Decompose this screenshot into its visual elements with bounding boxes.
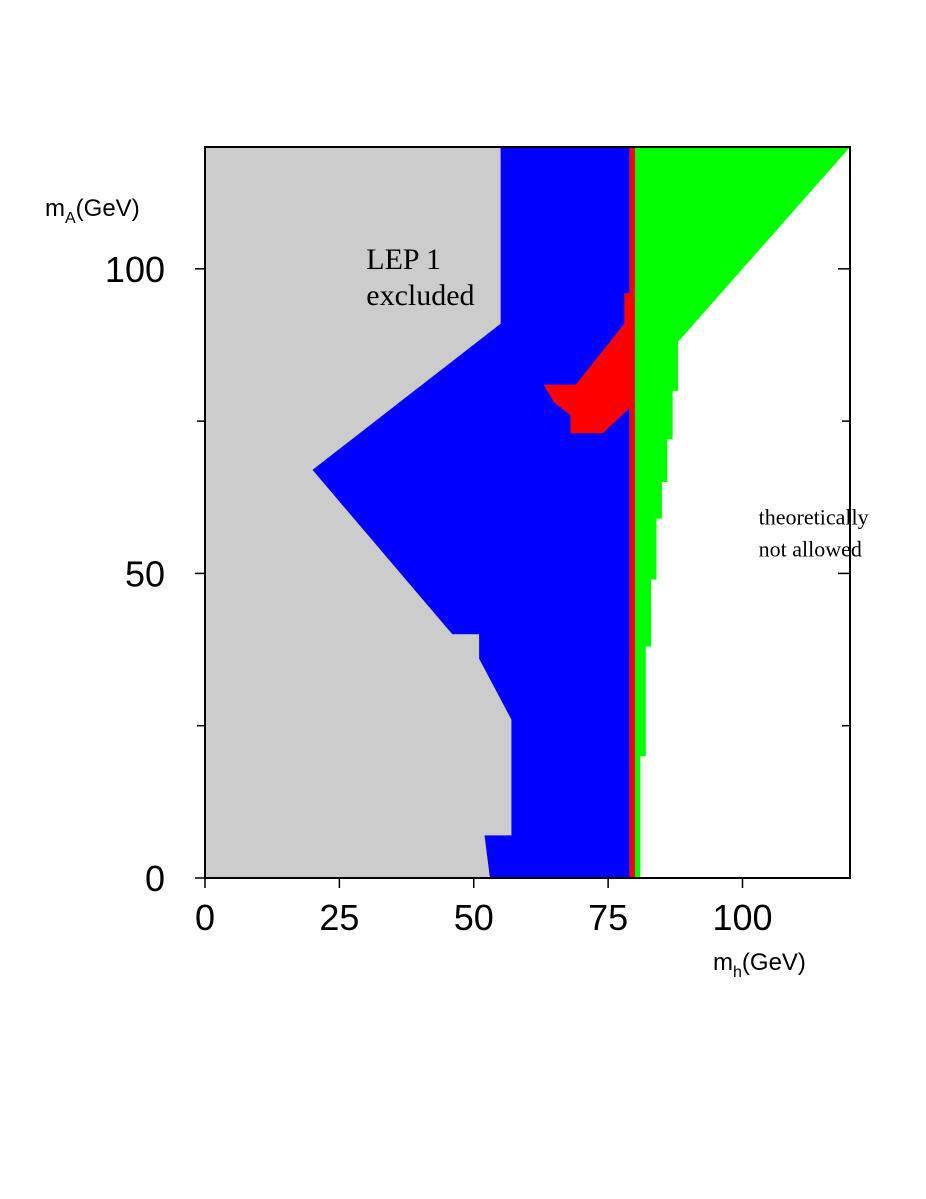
region-green: [635, 147, 850, 878]
y-axis-label-main: m: [45, 195, 65, 222]
axes-layer: [204, 146, 851, 879]
annotation-0: LEP 1 excluded: [366, 243, 474, 312]
region-lep1: [205, 147, 512, 878]
annotation-0-line-0: LEP 1: [366, 243, 441, 276]
annotations-layer: LEP 1 excluded theoretically not allowed: [366, 243, 868, 562]
annotation-1: theoretically not allowed: [759, 505, 869, 562]
x-tick-label-25: 25: [319, 897, 359, 938]
x-tick-label-75: 75: [588, 897, 628, 938]
x-tick-label-100: 100: [712, 897, 772, 938]
x-axis-label: mh(GeV): [713, 949, 806, 981]
x-axis-label-unit: (GeV): [742, 949, 806, 976]
plot-frame: [204, 146, 851, 879]
region-red_strip: [629, 147, 635, 878]
y-tick-label-0: 0: [145, 858, 165, 899]
y-tick-label-50: 50: [125, 553, 165, 594]
regions-layer: [205, 147, 850, 878]
tick-labels-layer: 0 25 50 75 100 0 50 100: [105, 249, 773, 938]
x-axis-label-sub: h: [733, 964, 742, 981]
annotation-0-line-1: excluded: [366, 279, 474, 312]
ticks-layer: [195, 268, 850, 888]
y-axis-label: mA(GeV): [45, 195, 140, 227]
annotation-1-line-0: theoretically: [759, 505, 869, 530]
y-axis-label-sub: A: [65, 210, 76, 227]
x-tick-label-0: 0: [195, 897, 215, 938]
annotation-1-line-1: not allowed: [759, 537, 862, 562]
region-blue: [312, 147, 630, 878]
x-axis-label-main: m: [713, 949, 733, 976]
x-tick-label-50: 50: [454, 897, 494, 938]
y-axis-label-unit: (GeV): [76, 195, 140, 222]
region-red_patch: [543, 293, 635, 434]
y-tick-label-100: 100: [105, 249, 165, 290]
